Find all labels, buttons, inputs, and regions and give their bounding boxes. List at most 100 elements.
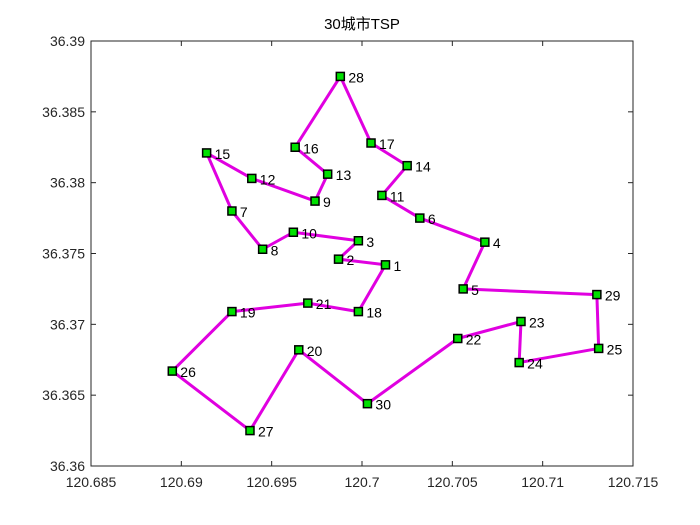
city-label: 22 [466,332,482,348]
route-segment [248,348,301,433]
y-axis: 36.36 36.365 36.37 36.375 36.38 36.385 36.39 [42,33,633,474]
city-marker [333,254,344,264]
route-segment [365,337,460,406]
x-tick-label: 120.715 [608,474,659,490]
city-marker [366,138,376,148]
route-segment [205,151,234,213]
city-label: 8 [271,242,279,258]
city-label: 6 [428,211,436,227]
city-marker [257,244,268,254]
city-label: 16 [303,140,319,156]
x-tick-label: 120.71 [521,474,564,490]
route-segment [380,164,409,197]
city-label: 19 [240,305,256,321]
city-marker [310,196,320,206]
route-segment [418,216,487,244]
city-marker [247,173,257,184]
city-label: 10 [301,225,317,241]
city-label: 29 [605,288,621,304]
city-label: 24 [527,356,543,372]
route-segment [293,74,342,149]
route-segment [291,230,360,243]
city-marker [201,148,212,158]
city-marker [380,260,391,270]
route-segment [461,287,599,297]
city-marker [303,298,313,308]
city-label: 13 [336,167,352,183]
route-segment [205,151,254,180]
city-label: 21 [316,296,332,312]
city-marker [227,206,237,216]
city-label: 27 [258,424,274,440]
city-label: 25 [607,341,623,357]
city-marker [592,289,602,300]
route-segment [230,301,310,314]
route-segment [461,240,487,291]
x-tick-label: 120.7 [344,474,379,490]
city-marker [227,306,237,317]
city-marker [402,160,412,171]
route-segment [517,346,601,365]
city-marker [167,366,178,376]
y-tick-label: 36.36 [50,458,85,474]
city-marker [353,236,364,246]
route-segment [170,310,234,373]
route-segment [356,263,387,314]
city-marker [480,237,490,247]
city-marker [593,343,604,354]
route-segment [338,74,373,145]
city-label: 2 [347,252,355,268]
city-label: 4 [493,235,501,251]
city-label: 26 [180,364,196,380]
city-label: 3 [366,234,374,250]
city-markers [167,71,604,436]
route-segment [230,209,265,251]
route-segment [517,320,523,365]
city-marker [245,425,255,436]
city-marker [453,333,463,344]
route-segment [170,369,252,433]
city-label: 11 [390,188,405,204]
city-marker [322,169,333,179]
city-marker [514,357,524,368]
city-marker [362,398,373,409]
y-tick-label: 36.365 [42,387,85,403]
city-marker [335,71,346,82]
city-marker [290,142,300,152]
x-tick-label: 120.685 [66,474,117,490]
city-label: 18 [366,305,382,321]
city-marker [458,284,468,294]
city-marker [294,345,304,355]
route-segment [250,176,317,203]
route-segment [380,193,422,220]
x-tick-label: 120.695 [246,474,297,490]
route-segment [369,141,409,168]
y-tick-label: 36.375 [42,246,85,262]
city-marker [415,213,425,223]
y-tick-label: 36.39 [50,33,85,49]
city-label: 1 [393,258,401,274]
city-marker [377,190,387,201]
x-tick-label: 120.705 [427,474,478,490]
city-label: 9 [323,194,331,210]
x-tick-label: 120.69 [160,474,203,490]
route-segment [293,145,330,176]
city-label: 17 [379,136,395,152]
plot-area [90,40,634,467]
city-label: 15 [215,146,231,162]
city-label: 7 [240,204,248,220]
route-segment [261,230,295,251]
y-tick-label: 36.385 [42,104,85,120]
city-label: 5 [471,282,479,298]
city-label: 30 [375,397,391,413]
route-segment [456,320,523,340]
city-label: 23 [529,315,545,331]
chart-title: 30城市TSP [324,16,400,33]
city-marker [353,306,364,317]
route-segment [297,348,369,406]
route-segment [595,293,601,350]
route-segment [337,257,387,267]
city-label: 28 [348,69,364,85]
